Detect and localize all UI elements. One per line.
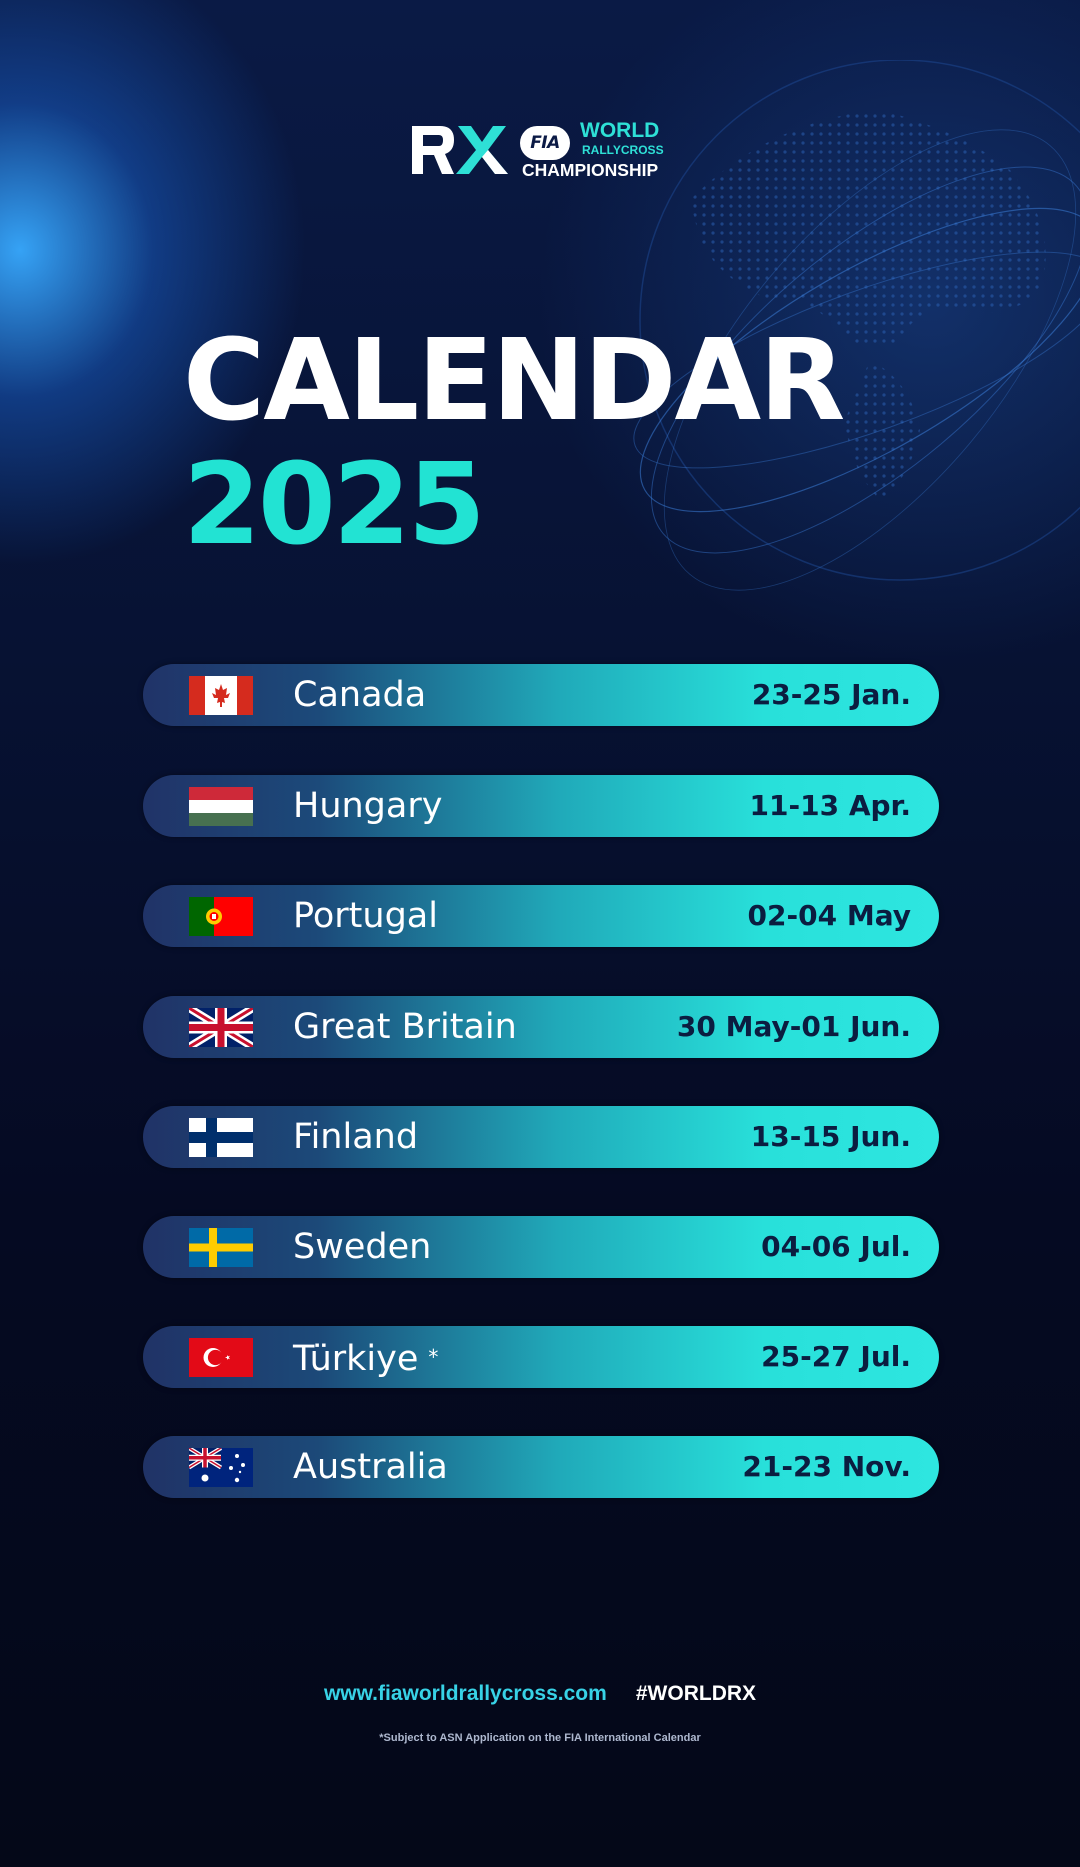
event-row: Portugal 02-04 May <box>143 885 939 947</box>
logo-rallycross-text: RALLYCROSS <box>582 143 664 157</box>
event-dates: 04-06 Jul. <box>761 1230 911 1263</box>
rx-logo-icon <box>412 126 508 174</box>
event-country: Australia <box>293 1447 448 1487</box>
event-row: Türkiye * 25-27 Jul. <box>143 1326 939 1388</box>
event-country: Türkiye * <box>293 1326 438 1388</box>
event-row: Canada 23-25 Jan. <box>143 664 939 726</box>
logo-world-text: WORLD <box>580 119 660 142</box>
page-year: 2025 <box>183 440 486 570</box>
website-link[interactable]: www.fiaworldrallycross.com <box>323 1682 607 1705</box>
hungary-flag-icon <box>189 787 253 826</box>
event-country: Finland <box>293 1117 419 1157</box>
fia-badge-icon: FIA <box>520 126 570 160</box>
event-dates: 23-25 Jan. <box>751 678 911 711</box>
footnote: *Subject to ASN Application on the FIA I… <box>379 1732 701 1744</box>
page-title: CALENDAR <box>183 316 845 446</box>
finland-flag-icon <box>189 1118 253 1157</box>
event-row: Great Britain 30 May-01 Jun. <box>143 996 939 1058</box>
event-dates: 11-13 Apr. <box>749 789 911 822</box>
event-country: Portugal <box>293 896 438 936</box>
event-country: Hungary <box>293 786 443 826</box>
event-country: Great Britain <box>293 1007 517 1047</box>
event-country: Canada <box>293 675 427 715</box>
great-britain-flag-icon <box>189 1008 253 1047</box>
globe-graphic <box>633 60 1080 591</box>
footer: www.fiaworldrallycross.com #WORLDRX <box>0 1682 1080 1706</box>
event-dates: 21-23 Nov. <box>742 1450 911 1483</box>
canada-flag-icon <box>189 676 253 715</box>
event-row: Australia 21-23 Nov. <box>143 1436 939 1498</box>
event-country: Sweden <box>293 1227 432 1267</box>
turkiye-flag-icon <box>189 1338 253 1377</box>
portugal-flag-icon <box>189 897 253 936</box>
event-dates: 30 May-01 Jun. <box>676 1010 911 1043</box>
hashtag: #WORLDRX <box>635 1682 757 1705</box>
event-dates: 13-15 Jun. <box>750 1120 911 1153</box>
event-dates: 02-04 May <box>747 899 911 932</box>
footnote-marker: * <box>428 1345 439 1369</box>
event-dates: 25-27 Jul. <box>761 1340 911 1373</box>
event-row: Finland 13-15 Jun. <box>143 1106 939 1168</box>
logo-championship-text: CHAMPIONSHIP <box>522 160 659 180</box>
australia-flag-icon <box>189 1448 253 1487</box>
sweden-flag-icon <box>189 1228 253 1267</box>
event-country-name: Türkiye <box>293 1339 419 1379</box>
event-row: Hungary 11-13 Apr. <box>143 775 939 837</box>
event-row: Sweden 04-06 Jul. <box>143 1216 939 1278</box>
